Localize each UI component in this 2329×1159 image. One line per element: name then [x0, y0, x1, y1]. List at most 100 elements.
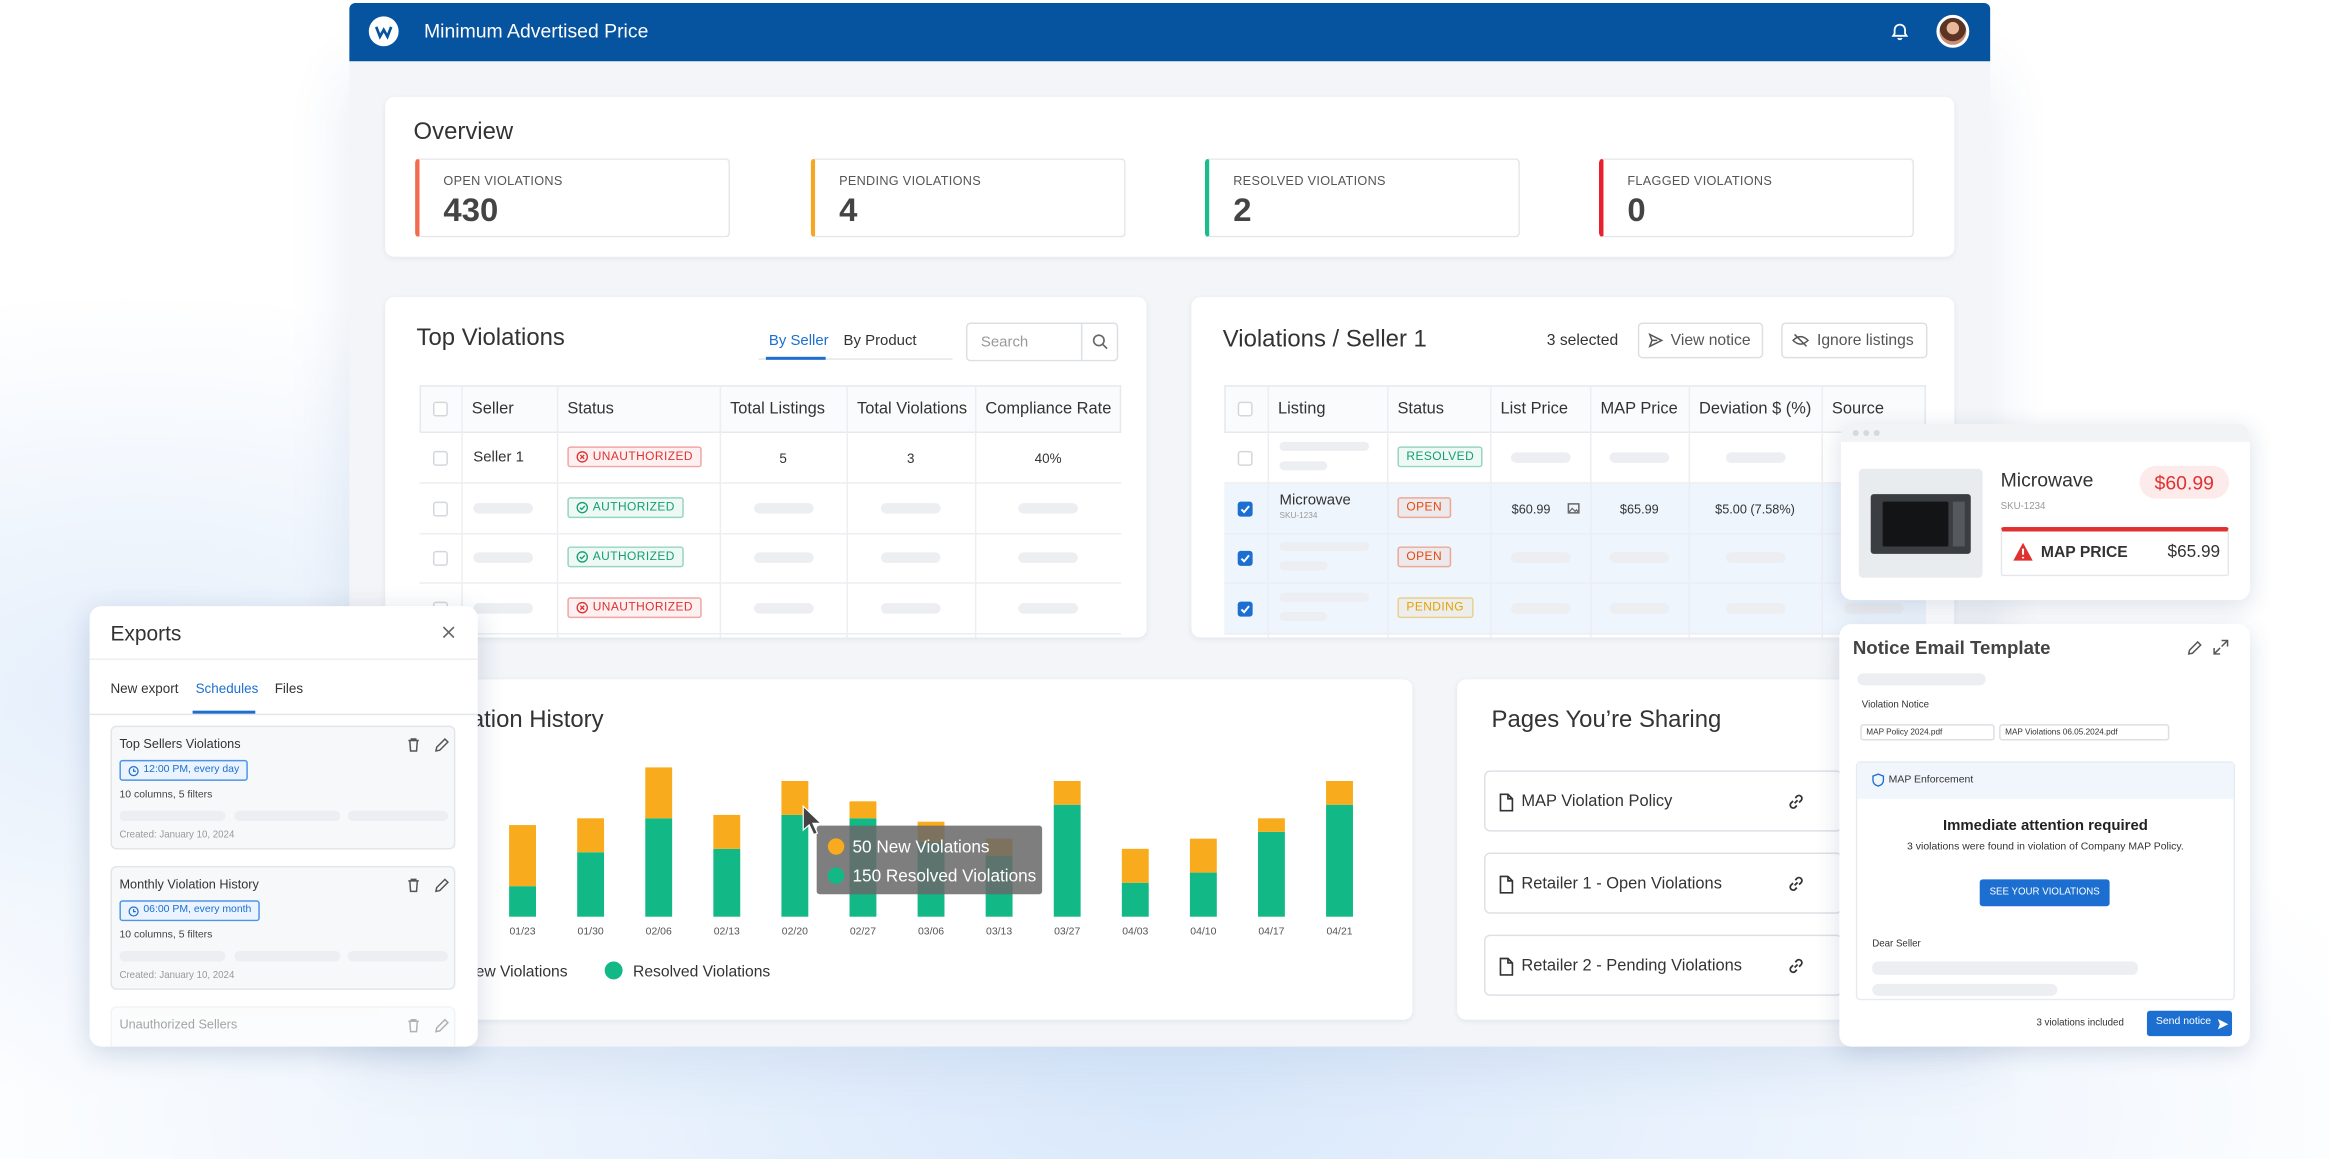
- trash-icon[interactable]: [405, 876, 423, 894]
- tab[interactable]: By Product: [843, 332, 917, 350]
- trash-icon[interactable]: [405, 1017, 423, 1035]
- x-tick-label: 02/20: [782, 927, 808, 938]
- checkbox[interactable]: [1237, 450, 1253, 466]
- status-badge: OPEN: [1397, 546, 1452, 568]
- cell-value: 40%: [1034, 450, 1062, 466]
- bar-segment: [509, 825, 536, 887]
- shared-page[interactable]: Retailer 1 - Open Violations: [1484, 852, 1843, 914]
- checkbox[interactable]: [432, 550, 448, 566]
- expand-icon[interactable]: [2213, 639, 2229, 655]
- edit-icon[interactable]: [433, 1017, 451, 1035]
- file-icon-part: [1499, 875, 1514, 894]
- trash-icon-part: [408, 1018, 419, 1033]
- trash-icon[interactable]: [405, 736, 423, 754]
- tab[interactable]: Schedules: [195, 680, 259, 696]
- schedule-chip: 06:00 PM, every month: [119, 900, 261, 922]
- attachment-chip: MAP Policy 2024.pdf: [1860, 724, 1995, 741]
- search-box[interactable]: Search: [965, 322, 1119, 362]
- legend-label: Resolved Violations: [633, 963, 770, 980]
- shared-page[interactable]: MAP Violation Policy: [1484, 770, 1843, 832]
- shared-page-name: Retailer 2 - Pending Violations: [1521, 957, 1743, 975]
- skeleton: [753, 602, 813, 613]
- x-tick-label: 04/03: [1122, 927, 1148, 938]
- edit-icon[interactable]: [2186, 639, 2204, 657]
- status-icon-part: [579, 454, 585, 460]
- edit-icon-part: [435, 878, 449, 893]
- schedule-text: 12:00 PM, every day: [143, 764, 240, 775]
- checkbox[interactable]: [1237, 500, 1253, 516]
- link-icon[interactable]: [1786, 956, 1807, 977]
- button[interactable]: Ignore listings: [1781, 322, 1928, 359]
- skeleton: [880, 502, 941, 513]
- stat-box: FLAGGED VIOLATIONS 0: [1599, 158, 1915, 238]
- included-count: 3 violations included: [2036, 1018, 2124, 1029]
- top-violations-card: Top Violations By Seller By Product Search S…: [385, 297, 1147, 638]
- bar-segment: [577, 852, 605, 917]
- tab[interactable]: Files: [274, 680, 304, 696]
- overview-card: Overview OPEN VIOLATIONS 430 PENDING VIOLAT…: [385, 97, 1955, 257]
- expand-icon-part: [2213, 639, 2229, 655]
- map-price-box: MAP PRICE $65.99: [2000, 527, 2230, 577]
- skeleton: [1609, 452, 1670, 463]
- email-heading: Immediate attention required: [1942, 818, 2148, 835]
- skeleton: [1279, 611, 1328, 621]
- button[interactable]: View notice: [1637, 322, 1764, 359]
- shared-page[interactable]: Retailer 2 - Pending Violations: [1484, 934, 1843, 996]
- tab[interactable]: New export: [110, 680, 179, 696]
- check-icon-part: [1240, 504, 1250, 513]
- stat-label: RESOLVED VIOLATIONS: [1233, 173, 1386, 189]
- listing-sku: SKU-1234: [1279, 511, 1318, 521]
- warning-icon: [2013, 542, 2033, 561]
- column-header: Source: [1831, 400, 1884, 419]
- checkbox[interactable]: [432, 401, 448, 417]
- status-text: AUTHORIZED: [592, 549, 675, 564]
- edit-icon-part: [2187, 640, 2202, 655]
- column-header: Compliance Rate: [985, 400, 1112, 419]
- close-icon-part: [442, 626, 455, 639]
- bell-icon-part: [1891, 23, 1909, 41]
- file-icon-part: [1499, 793, 1514, 812]
- checkbox[interactable]: [432, 450, 448, 466]
- tab-underline: [192, 710, 256, 714]
- checkbox[interactable]: [432, 500, 448, 516]
- link-icon[interactable]: [1786, 791, 1807, 812]
- email-text: 3 violations were found in violation of …: [1907, 842, 2184, 853]
- column-line: [1821, 385, 1823, 638]
- export-item: Unauthorized Sellers: [110, 1006, 456, 1047]
- stat-value: 4: [839, 191, 858, 229]
- checkbox[interactable]: [1237, 550, 1253, 566]
- column-line: [556, 385, 559, 638]
- x-tick-label: 03/13: [986, 927, 1012, 938]
- legend-swatch: [604, 961, 623, 980]
- edit-icon[interactable]: [433, 876, 451, 894]
- checkbox[interactable]: [1237, 401, 1253, 417]
- column-line: [1490, 385, 1492, 638]
- edit-icon[interactable]: [433, 736, 451, 754]
- cta-button[interactable]: SEE YOUR VIOLATIONS: [1979, 879, 2110, 907]
- table-header: [419, 385, 1122, 433]
- section-title: Pages You’re Sharing: [1491, 707, 1722, 734]
- skeleton: [1279, 461, 1328, 471]
- checkbox[interactable]: [1237, 600, 1253, 616]
- check-icon: [1240, 554, 1250, 563]
- bar-segment: [1121, 882, 1149, 917]
- bell-icon[interactable]: [1890, 21, 1909, 42]
- export-item: Monthly Violation History 06:00 PM, every…: [110, 865, 456, 990]
- status-badge: OPEN: [1397, 496, 1452, 518]
- send-button[interactable]: Send notice: [2146, 1010, 2233, 1037]
- file-icon-part: [1499, 957, 1514, 976]
- clock-icon-part: [128, 905, 139, 916]
- history-card: Violation History 01/23 01/30 02/06 02/13 02/…: [385, 679, 1413, 1020]
- avatar[interactable]: [1936, 14, 1970, 48]
- tab[interactable]: By Seller: [768, 332, 829, 350]
- product-sku: SKU-1234: [2000, 501, 2046, 513]
- row-line: [1224, 582, 1926, 584]
- product-image: [1858, 468, 1983, 578]
- window-dot: [1852, 429, 1859, 436]
- hide-icon: [1792, 333, 1810, 347]
- skeleton: [1279, 541, 1370, 551]
- link-icon[interactable]: [1786, 873, 1807, 894]
- close-icon[interactable]: [442, 626, 455, 639]
- skeleton: [473, 552, 534, 563]
